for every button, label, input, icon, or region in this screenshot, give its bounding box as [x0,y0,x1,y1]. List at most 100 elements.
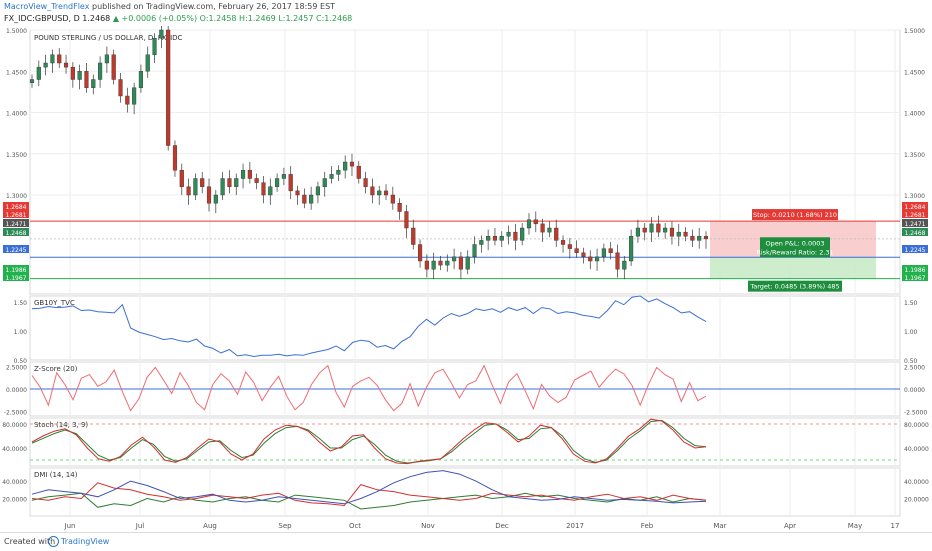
author-link[interactable]: MacroView_TrendFlex [4,2,90,11]
pane-frame [29,467,901,517]
candle-body [445,260,450,266]
candle-body [526,219,532,229]
candle-body [84,71,89,88]
candle-body [397,203,402,212]
stoch-title: Stoch (14, 3, 9) [34,421,88,429]
y-tick-label-right: 1.50 [904,300,918,307]
candle-body [138,71,144,88]
y-tick-label-right: 1.5000 [904,28,925,35]
candle-body [261,182,266,196]
candle-body [179,170,184,187]
footer: Created with TradingView [0,532,932,551]
reward-zone [710,257,876,279]
x-tick-label: Nov [421,522,435,530]
candle-body [315,186,321,196]
last-price: 1.2468 [82,14,111,23]
x-tick-label: Mar [713,522,726,530]
y-tick-label-left: 1.4000 [6,111,27,118]
price-tag-right-bg [902,273,928,281]
candle-body [417,244,423,262]
price-tag-right-bg [902,228,928,236]
candle-body [506,231,511,237]
price-tag-left-bg [3,202,29,210]
candle-body [479,240,484,245]
price-tag-right: 1.2468 [905,230,926,237]
price-tag-right: 1.2471 [905,221,926,228]
target-label: Target: 0.0485 (3.89%) 485 [749,283,839,291]
pane-frame [29,417,901,467]
dmi-plus-di-line [31,482,707,507]
zscore-line [31,364,707,412]
zscore-title: Z-Score (20) [34,365,78,373]
candle-body [322,178,327,187]
candle-body [234,178,239,187]
price-tag-left: 1.2471 [6,221,27,228]
candle-body [690,236,695,241]
chart-area[interactable]: Jun Jul Aug Sep Oct Nov Dec 2017 Feb Mar Apr May 17 P… [0,26,932,546]
y-tick-label-left: 1.00 [14,329,28,336]
gb10y-line [31,295,707,358]
candle-body [329,174,334,179]
candle-body [642,227,647,233]
price-tag-left: 1.2245 [6,247,27,254]
candle-body [240,170,246,179]
dmi-adx-line [31,470,707,505]
y-tick-label-right: 0.50 [904,358,918,365]
candle-body [29,79,35,83]
price-tag-left-bg [3,265,29,273]
candle-body [104,54,109,64]
candle-body [540,223,545,233]
candle-body [186,186,191,196]
candle-body [438,260,443,266]
y-tick-label-left: 0.50 [14,358,28,365]
candle-body [50,54,55,64]
x-tick-label: 17 [891,522,900,530]
candle-body [594,256,600,262]
tradingview-brand[interactable]: TradingView [61,537,110,546]
candle-body [649,223,654,233]
y-tick-label-left: 2.5000 [6,365,27,372]
candle-body [458,256,463,270]
price-tag-left-bg [3,210,29,218]
y-tick-label-right: 1.3000 [904,193,925,200]
candle-body [98,62,103,80]
published-text: published on TradingView.com, February 2… [91,2,336,11]
x-tick-label: Aug [203,522,217,530]
candle-body [91,79,96,88]
candle-body [166,29,171,146]
price-tag-right-bg [902,265,928,273]
candle-body [254,178,259,183]
candle-body [63,62,69,68]
candle-body [533,219,538,225]
candle-body [200,178,205,187]
candle-body [288,174,293,192]
candle-body [145,54,150,72]
candle-body [669,227,675,237]
y-tick-label-left: 1.3500 [6,152,27,159]
candle-body [424,260,429,270]
candle-body [125,95,130,105]
candle-body [703,236,709,240]
candle-body [390,194,395,204]
x-tick-label: May [848,522,862,530]
y-tick-label-left: 1.4500 [6,69,27,76]
candle-body [281,174,286,179]
stoch-k-line [31,418,707,465]
y-tick-label-right: 1.4000 [904,111,925,118]
y-tick-label-right: 1.00 [904,329,918,336]
y-tick-label-right: 1.3500 [904,152,925,159]
y-tick-label-left: -2.5000 [4,410,27,417]
pnl-label-bg [760,237,830,258]
candle-body [220,178,225,196]
candle-body [492,236,498,241]
dmi-title: DMI (14, 14) [34,471,78,479]
candle-body [57,54,62,64]
candle-body [302,194,307,204]
candle-body [349,161,355,167]
candle-body [622,260,627,270]
stoch-d-line [31,419,707,464]
x-tick-label: Dec [495,522,509,530]
candle-body [513,231,518,241]
y-tick-label-right: 20.0000 [904,497,929,504]
y-tick-label-right: 40.0000 [904,479,929,486]
